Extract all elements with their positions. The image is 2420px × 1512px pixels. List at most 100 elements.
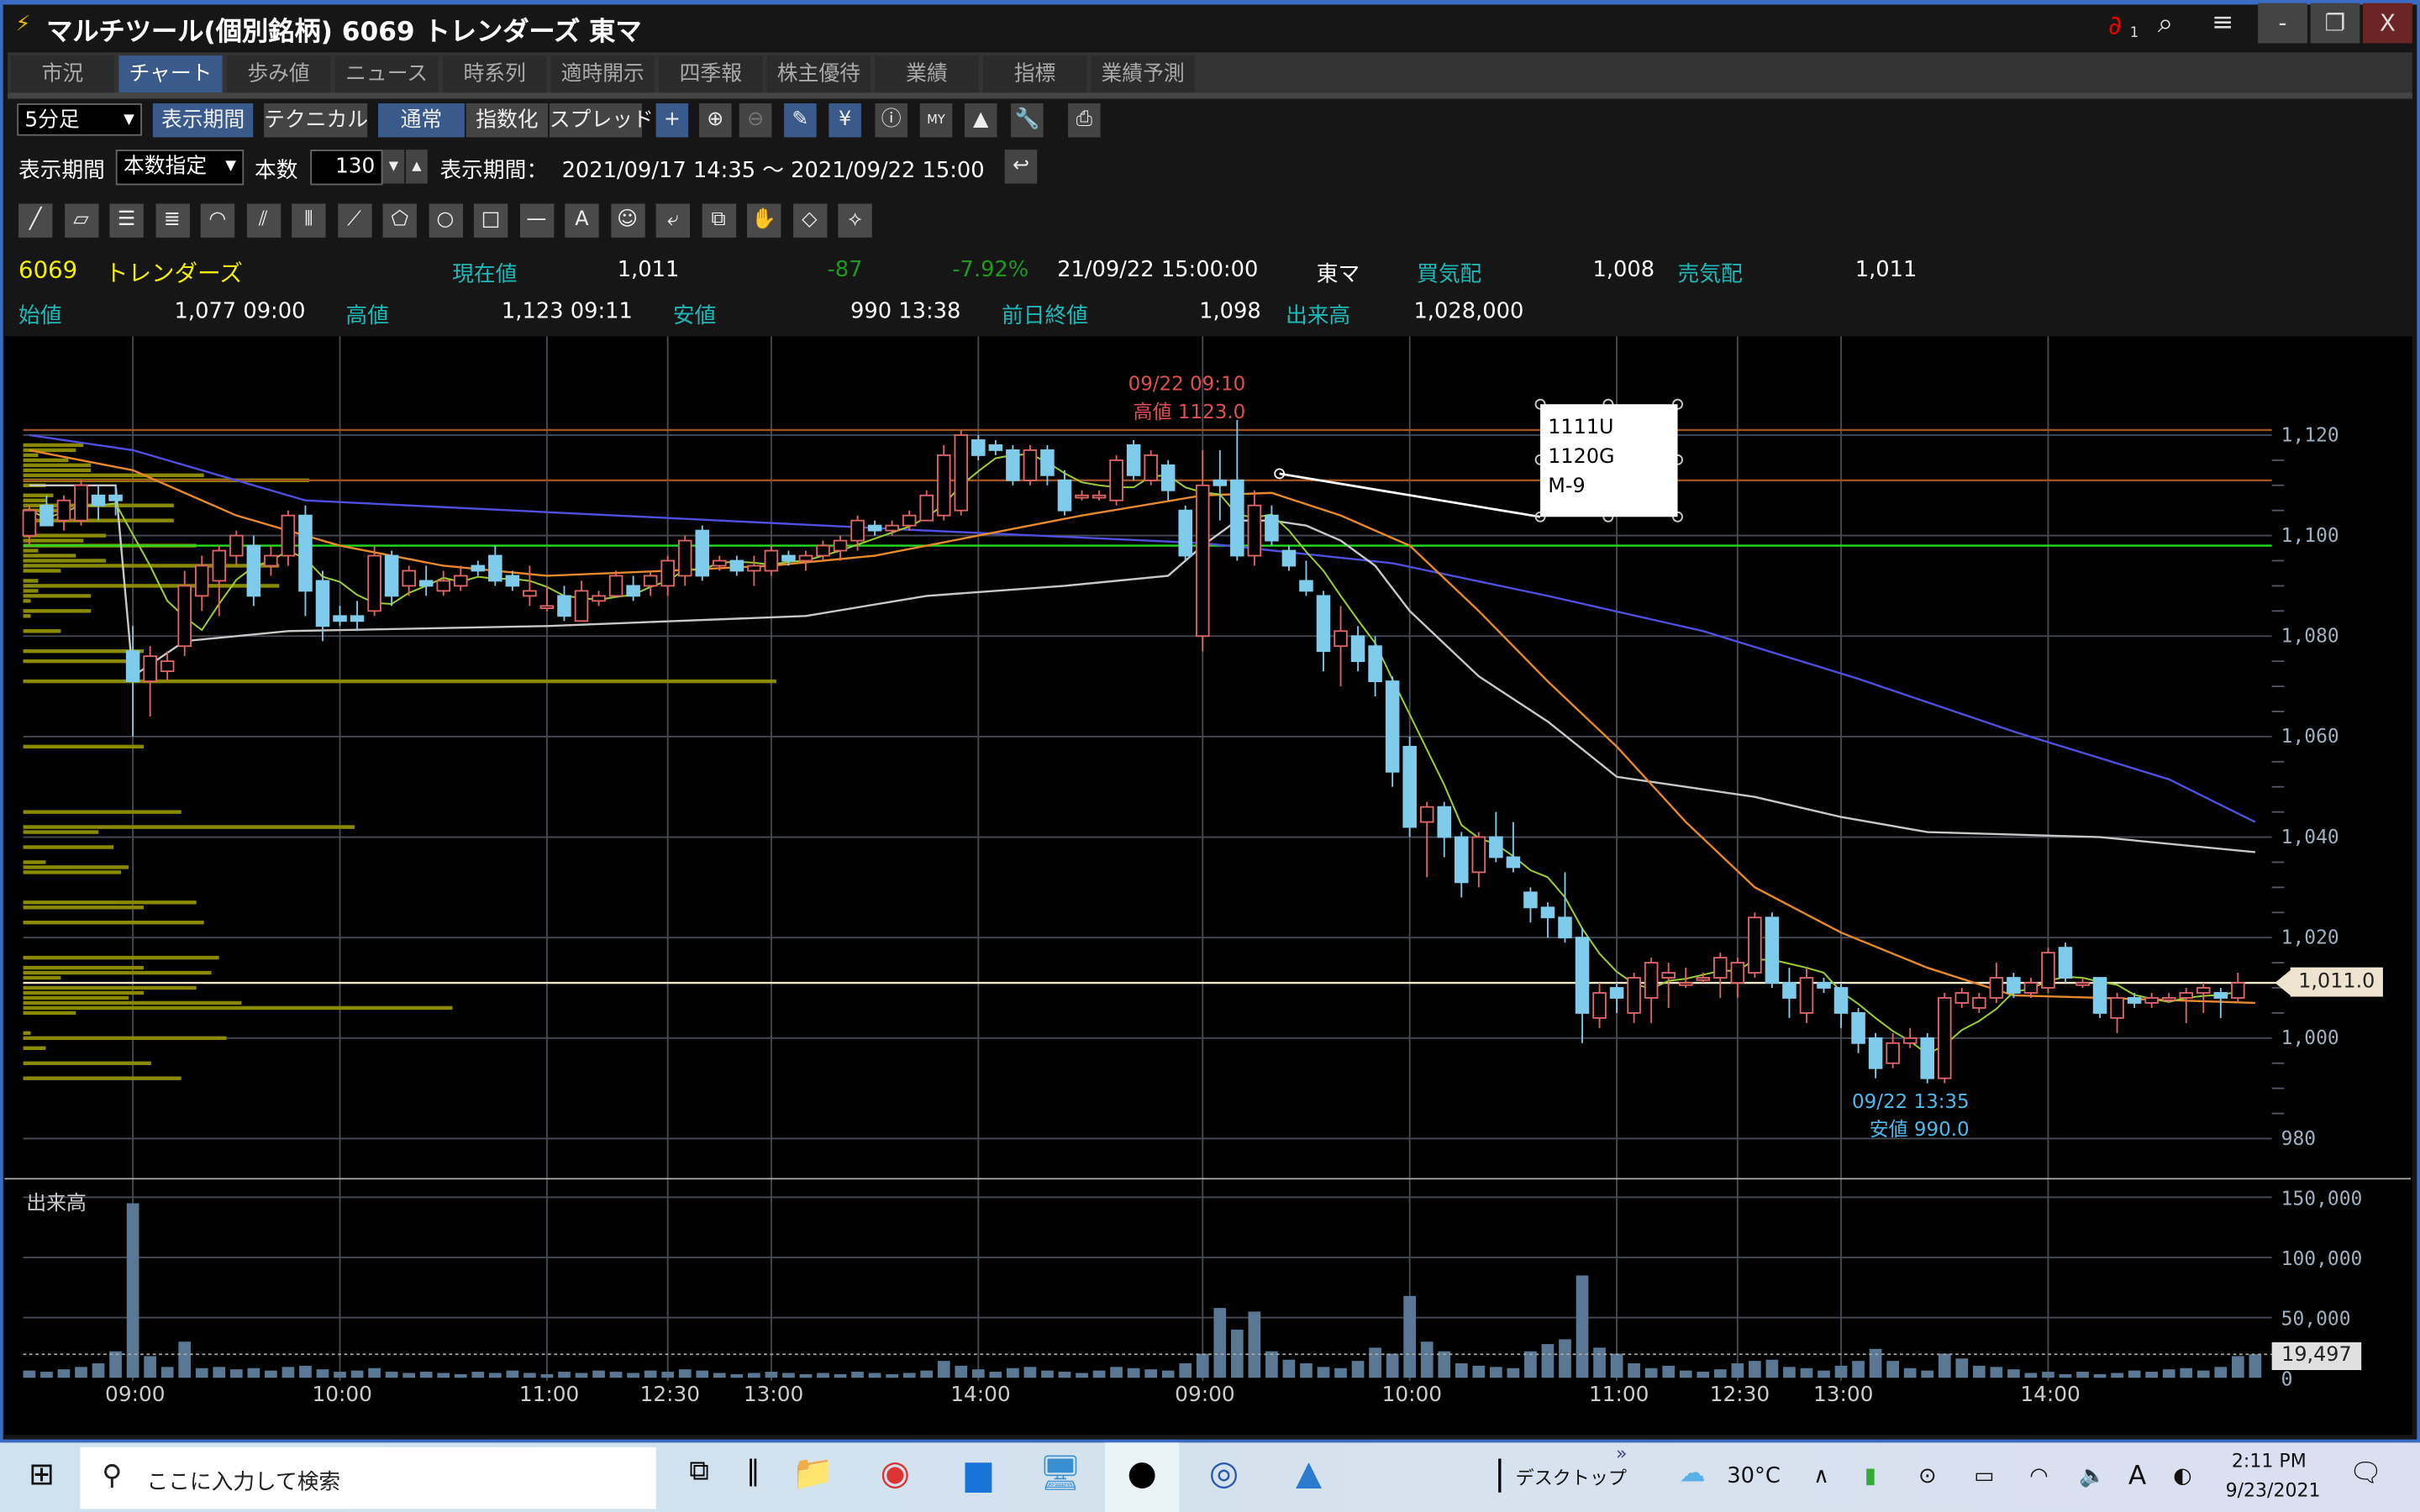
tab-3[interactable]: ニュース xyxy=(334,55,439,93)
period-button[interactable]: 表示期間 xyxy=(152,103,254,138)
tab-10[interactable]: 業績予測 xyxy=(1091,55,1195,93)
rectangle-tool-icon[interactable]: □ xyxy=(473,203,508,238)
volume-profile-bar xyxy=(23,965,144,970)
volume-profile-bar xyxy=(23,458,69,463)
price-chart[interactable]: 1,1201,1001,0801,0601,0401,0201,00098015… xyxy=(0,0,2420,1442)
clock-date[interactable]: 9/23/2021 xyxy=(2225,1479,2321,1502)
app-icon[interactable]: ▆ xyxy=(965,1455,992,1494)
tab-5[interactable]: 適時開示 xyxy=(550,55,655,93)
candle-down xyxy=(1851,1011,1865,1044)
copy-tool-icon[interactable]: ⧉ xyxy=(701,203,736,238)
volume-icon[interactable]: 🔈 xyxy=(2079,1464,2107,1489)
volume-bar xyxy=(2042,1372,2054,1378)
notification-icon[interactable]: 🗨 xyxy=(2349,1457,2383,1489)
chrome-icon[interactable]: ◉ xyxy=(880,1455,910,1494)
count-input[interactable]: 130 xyxy=(310,150,383,186)
restore-button[interactable]: ❐ xyxy=(2310,3,2360,44)
print-icon[interactable]: ⎙ xyxy=(1068,103,1101,138)
channel-tool-icon[interactable]: ▱ xyxy=(64,203,98,238)
circle-tool-icon[interactable]: ○ xyxy=(428,203,463,238)
tab-4[interactable]: 時系列 xyxy=(443,55,547,93)
horizontal-lines-tool-icon[interactable]: ☰ xyxy=(109,203,144,238)
eraser-tool-icon[interactable]: ◇ xyxy=(792,203,827,238)
multi-lines-tool-icon[interactable]: ≣ xyxy=(155,203,189,238)
yen-icon[interactable]: ¥ xyxy=(829,103,861,138)
trend-line-tool-icon[interactable]: ╱ xyxy=(18,203,53,238)
tab-2[interactable]: 歩み値 xyxy=(226,55,331,93)
toolbar-chevron[interactable]: » xyxy=(1616,1442,1628,1465)
candle-down xyxy=(626,585,640,597)
file-explorer-icon[interactable]: 📁 xyxy=(792,1455,835,1494)
tab-1[interactable]: チャート xyxy=(118,55,223,93)
tray-camera-icon[interactable]: ⊙ xyxy=(1918,1464,1937,1489)
index-mode-button[interactable]: 指数化 xyxy=(466,103,549,138)
tray-app-icon[interactable]: ▮ xyxy=(1864,1464,1876,1489)
battery-icon[interactable]: ▭ xyxy=(1974,1464,1995,1489)
x-tick-label: 14:00 xyxy=(2020,1382,2081,1408)
icon-tool-icon[interactable]: ☺ xyxy=(610,203,644,238)
task-view-icon[interactable]: ⧉ xyxy=(689,1455,709,1488)
note-box[interactable]: 1111U 1120G M-9 xyxy=(1540,404,1678,517)
desktop-toolbar-label[interactable]: デスクトップ xyxy=(1515,1467,1627,1489)
candle-down xyxy=(108,494,123,501)
wifi-icon[interactable]: ◠ xyxy=(2029,1464,2049,1489)
normal-mode-button[interactable]: 通常 xyxy=(377,103,465,138)
tab-6[interactable]: 四季報 xyxy=(659,55,763,93)
search-box[interactable]: ⚲ ここに入力して検索 xyxy=(80,1446,656,1509)
volume-value: 1,028,000 xyxy=(1413,299,1524,324)
info-icon[interactable]: ⓘ xyxy=(875,103,908,138)
technical-button[interactable]: テクニカル xyxy=(264,103,368,138)
browser-app-icon[interactable]: ◎ xyxy=(1208,1455,1239,1494)
alert-link-icon[interactable]: ∂ xyxy=(2107,10,2123,42)
volume-bar xyxy=(765,1372,778,1378)
photos-icon[interactable]: ▲ xyxy=(1295,1455,1323,1494)
text-tool-icon[interactable]: A xyxy=(565,203,599,238)
reset-return-icon[interactable]: ↩ xyxy=(1004,150,1038,184)
tray-chevron-up-icon[interactable]: ∧ xyxy=(1813,1464,1829,1489)
volume-bar xyxy=(540,1373,554,1378)
fibonacci-arc-tool-icon[interactable]: ◠ xyxy=(200,203,235,238)
vertical-lines-tool-icon[interactable]: ⦀ xyxy=(292,203,326,238)
wrench-icon[interactable]: 🔧 xyxy=(1011,103,1044,138)
candle-up xyxy=(2144,997,2159,1004)
close-button[interactable]: X xyxy=(2363,3,2412,44)
menu-icon[interactable]: ≡ xyxy=(2212,8,2234,39)
timeframe-select[interactable]: 5分足 ▼ xyxy=(17,103,142,136)
remote-desktop-icon[interactable]: 🖥 xyxy=(1039,1455,1082,1494)
tab-9[interactable]: 指標 xyxy=(982,55,1087,93)
pencil-icon[interactable]: ✎ xyxy=(784,103,817,138)
tab-8[interactable]: 業績 xyxy=(875,55,979,93)
search-icon[interactable]: ⌕ xyxy=(2157,8,2174,40)
volume-tick-label: 0 xyxy=(2281,1368,2293,1390)
minimize-button[interactable]: - xyxy=(2258,3,2307,44)
callout-tool-icon[interactable]: ⤶ xyxy=(655,203,691,238)
pentagon-tool-icon[interactable]: ⬠ xyxy=(382,203,417,238)
area-chart-icon[interactable]: ▲ xyxy=(964,103,997,138)
crosshair-icon[interactable]: + xyxy=(655,103,689,138)
volume-profile-bar xyxy=(23,533,107,538)
horizontal-line-tool-icon[interactable]: — xyxy=(519,203,554,238)
ime-indicator[interactable]: A xyxy=(2128,1461,2147,1493)
clock-time[interactable]: 2:11 PM xyxy=(2231,1450,2307,1473)
ime-mode-icon[interactable]: ◐ xyxy=(2173,1464,2192,1489)
count-decrement-button[interactable]: ▼ xyxy=(382,150,405,184)
weather-icon[interactable]: ☁ xyxy=(1679,1457,1706,1489)
spread-mode-button[interactable]: スプレッド xyxy=(549,103,654,138)
zoom-in-icon[interactable]: ⊕ xyxy=(699,103,732,138)
my-chart-icon[interactable]: MY xyxy=(919,103,953,138)
fan-tool-icon[interactable]: ⫽ xyxy=(245,203,281,238)
hand-tool-icon[interactable]: ✋ xyxy=(746,203,781,238)
gann-fan-tool-icon[interactable]: ⟋ xyxy=(337,203,371,238)
tab-0[interactable]: 市況 xyxy=(10,55,114,93)
tab-7[interactable]: 株主優待 xyxy=(766,55,871,93)
volume-bar xyxy=(1800,1368,1813,1378)
windows-start-icon[interactable]: ⊞ xyxy=(29,1455,55,1493)
count-increment-button[interactable]: ▲ xyxy=(406,150,428,184)
note-anchor-handle xyxy=(1274,468,1286,480)
period-mode-select[interactable]: 本数指定 ▼ xyxy=(115,150,245,186)
candle-up xyxy=(177,585,192,648)
trading-app-icon[interactable]: ● xyxy=(1127,1455,1157,1494)
zoom-out-icon[interactable]: ⊖ xyxy=(739,103,772,138)
erase-all-tool-icon[interactable]: ⟡ xyxy=(838,203,872,238)
weather-temp[interactable]: 30°C xyxy=(1727,1464,1781,1489)
